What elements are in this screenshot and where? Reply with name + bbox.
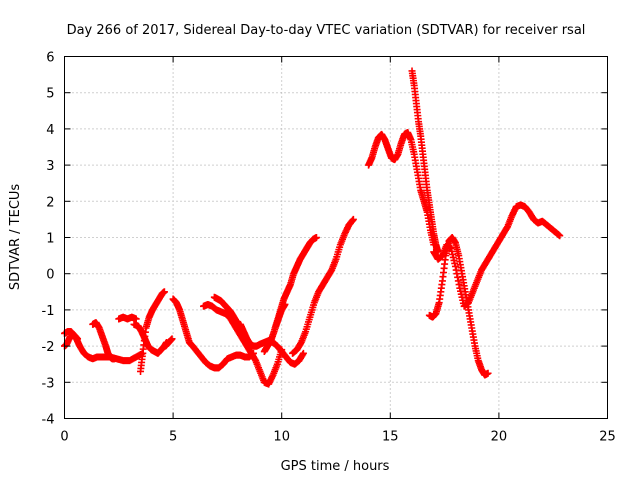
x-axis-tick-labels: 0 5 10 15 20 25 <box>60 430 615 445</box>
y-tick-label: 6 <box>46 51 54 66</box>
y-tick-label: 1 <box>46 232 54 247</box>
x-tick-label: 10 <box>273 430 290 445</box>
x-tick-label: 25 <box>599 430 616 445</box>
data-series <box>137 288 168 375</box>
x-axis-label: GPS time / hours <box>281 459 390 474</box>
data-series <box>365 129 438 249</box>
y-tick-label: -1 <box>42 304 55 319</box>
y-tick-label: 0 <box>46 268 54 283</box>
data-point <box>160 288 168 296</box>
data-point <box>299 349 307 357</box>
data-series <box>89 319 118 363</box>
plot-frame <box>64 56 608 419</box>
data-series <box>161 335 176 350</box>
data-series <box>430 201 564 310</box>
grid-lines <box>64 56 608 419</box>
y-tick-label: 3 <box>46 159 54 174</box>
data-series <box>130 320 171 357</box>
y-tick-label: 2 <box>46 195 54 210</box>
y-tick-label: -3 <box>42 376 55 391</box>
data-series <box>289 215 357 357</box>
x-tick-label: 20 <box>491 430 508 445</box>
y-tick-label: 5 <box>46 87 54 102</box>
data-point <box>132 315 140 323</box>
data-point <box>556 232 564 240</box>
y-tick-label: -4 <box>42 413 55 428</box>
axis-ticks <box>64 56 608 419</box>
data-points <box>61 67 564 388</box>
data-point <box>110 355 118 363</box>
data-point <box>484 369 492 377</box>
data-point <box>349 215 357 223</box>
chart-title: Day 266 of 2017, Sidereal Day-to-day VTE… <box>67 23 586 38</box>
y-axis-label: SDTVAR / TECUs <box>8 184 23 291</box>
data-series <box>61 328 82 343</box>
data-series <box>260 234 320 356</box>
x-tick-label: 5 <box>169 430 177 445</box>
data-series <box>271 300 289 332</box>
data-point <box>281 300 289 308</box>
y-tick-label: 4 <box>46 123 54 138</box>
data-series <box>408 67 442 256</box>
y-tick-label: -2 <box>42 340 55 355</box>
x-tick-label: 0 <box>60 430 68 445</box>
data-point <box>74 335 82 343</box>
x-tick-label: 15 <box>382 430 399 445</box>
data-point <box>312 234 320 241</box>
y-axis-tick-labels: -4 -3 -2 -1 0 1 2 3 4 5 6 <box>42 51 55 428</box>
data-series <box>115 313 140 323</box>
data-point <box>168 335 176 343</box>
data-series <box>236 320 307 368</box>
